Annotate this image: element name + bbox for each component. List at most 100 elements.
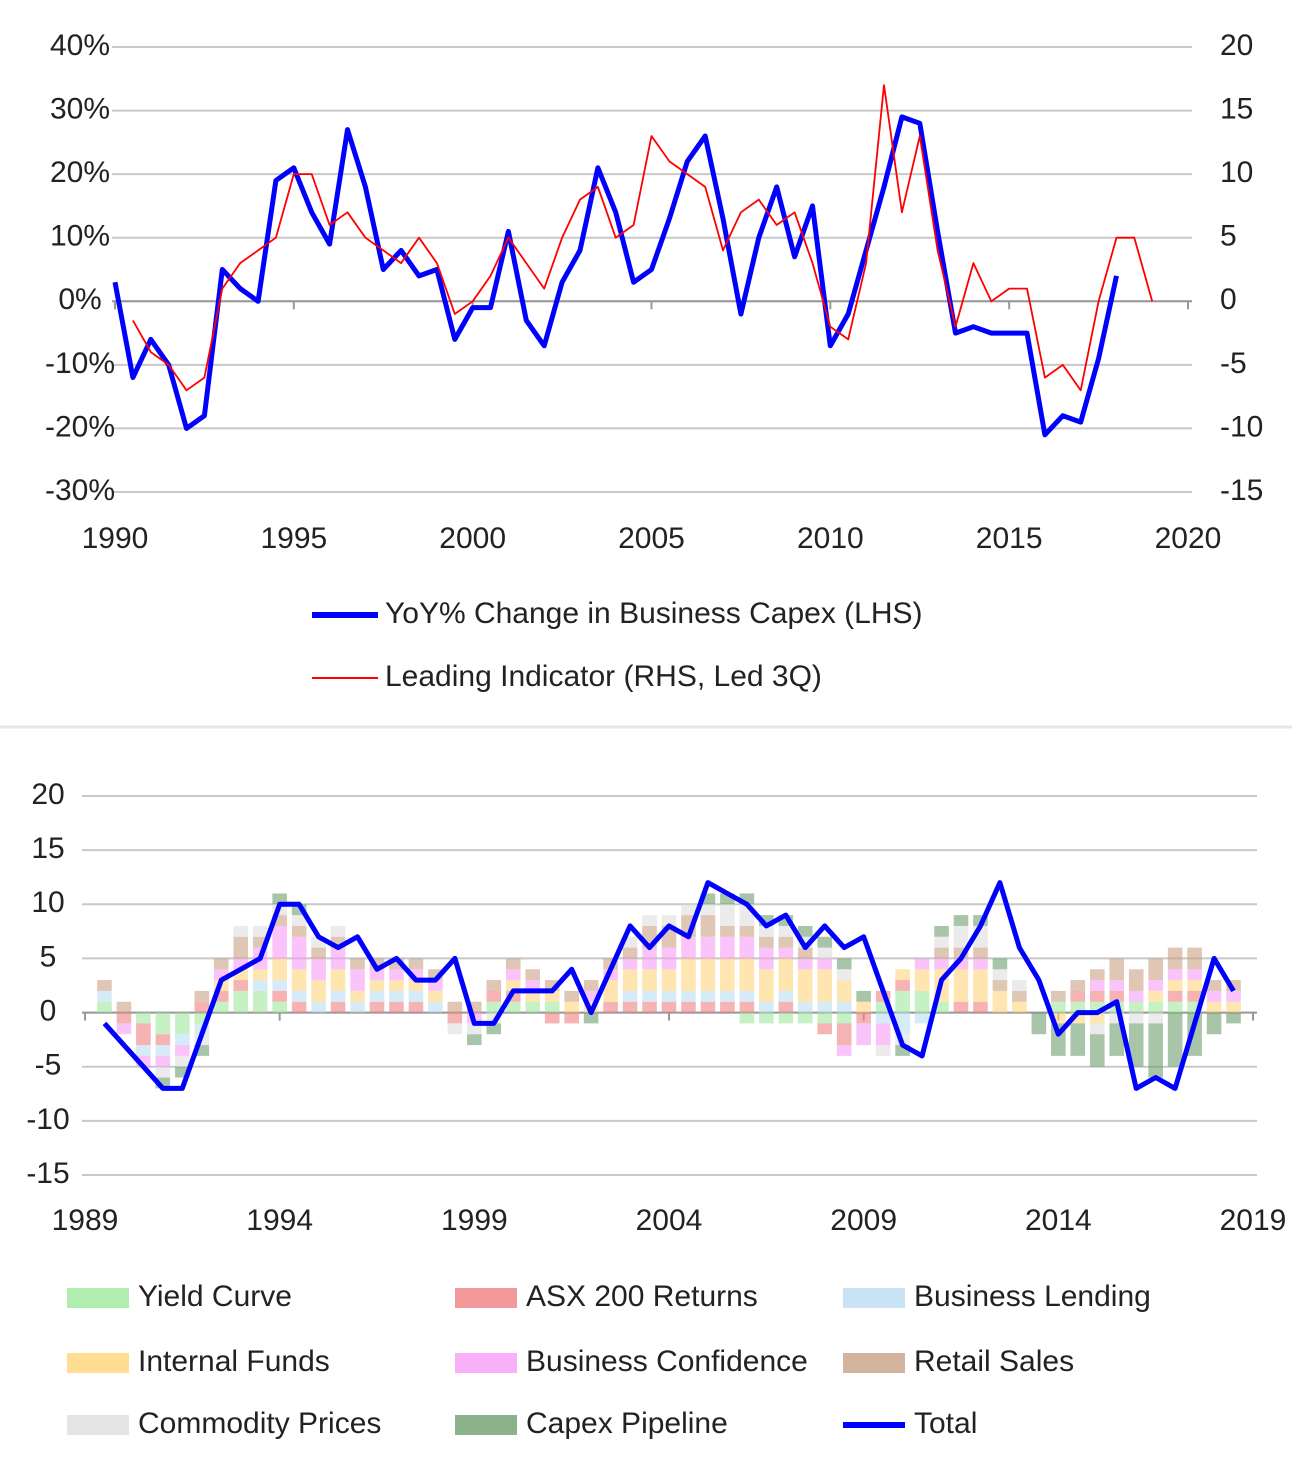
bar-segment (953, 958, 969, 970)
y2-tick-label: -10 (1220, 410, 1263, 443)
bar-segment (291, 925, 307, 937)
bar-segment (875, 1001, 891, 1013)
bar-segment (778, 915, 794, 926)
bar-segment (778, 947, 794, 959)
bar-segment (389, 1001, 404, 1013)
bar-segment (720, 958, 735, 991)
bar-segment (505, 969, 521, 981)
bar-segment (175, 1012, 190, 1035)
y2-tick-label: 5 (1220, 220, 1237, 253)
bar-segment (311, 980, 326, 1002)
bar-segment (934, 947, 949, 959)
bar-segment (856, 1023, 871, 1046)
bar-segment (467, 1023, 482, 1035)
bar-segment (155, 1012, 171, 1035)
bar-segment (175, 1045, 190, 1056)
bar-segment (934, 936, 949, 948)
bar-segment (1187, 1001, 1202, 1013)
bar-segment (330, 925, 346, 937)
bar-segment (291, 1001, 307, 1013)
bar-segment (233, 958, 249, 970)
bar-segment (1148, 1001, 1163, 1013)
x-tick-label: 2020 (1155, 522, 1222, 555)
bar-segment (953, 925, 969, 948)
bar-segment (1051, 990, 1066, 1002)
bar-segment (369, 969, 385, 981)
bar-segment (1167, 969, 1183, 981)
bar-segment (759, 1012, 774, 1024)
y-tick-label: -10% (45, 347, 115, 380)
legend-label: Yield Curve (138, 1280, 292, 1313)
bar-segment (233, 990, 249, 1013)
bar-segment (486, 980, 502, 991)
bar-segment (895, 980, 910, 991)
bar-segment (447, 1012, 463, 1024)
bar-segment (272, 980, 287, 991)
bar-segment (642, 990, 657, 1002)
bar-segment (1051, 1012, 1066, 1024)
bar-segment (97, 1001, 112, 1013)
bar-segment (486, 1023, 502, 1035)
bar-segment (739, 936, 755, 959)
x-tick-label: 2000 (439, 522, 506, 555)
bar-segment (1167, 1001, 1183, 1013)
legend-swatch (455, 1415, 517, 1435)
bar-segment (233, 980, 249, 991)
bar-segment (700, 893, 716, 905)
bar-segment (759, 1001, 774, 1013)
bar-segment (525, 990, 541, 1002)
bar-segment (622, 947, 638, 959)
bar-segment (408, 969, 424, 981)
bar-segment (836, 1045, 852, 1056)
bar-segment (428, 980, 443, 991)
bar-segment (1012, 990, 1027, 1002)
bar-segment (447, 1023, 463, 1035)
bar-segment (661, 947, 677, 970)
bar-segment (233, 925, 249, 937)
y-tick-label: 0% (58, 283, 101, 316)
bar-segment (953, 947, 969, 959)
y-tick-label: 10 (31, 886, 64, 919)
bar-segment (1226, 980, 1241, 991)
bar-segment (1187, 969, 1202, 981)
bar-segment (681, 990, 696, 1002)
bar-segment (136, 1045, 151, 1056)
bar-segment (1070, 990, 1086, 1002)
bar-segment (583, 1012, 599, 1024)
bar-segment (505, 990, 521, 1002)
bar-segment (739, 990, 755, 1002)
bar-segment (720, 1001, 735, 1013)
bar-segment (1089, 1001, 1105, 1013)
bar-segment (778, 936, 794, 948)
bar-segment (953, 1001, 969, 1013)
bar-segment (817, 947, 833, 959)
bar-segment (97, 990, 112, 1002)
x-tick-label: 1990 (82, 522, 149, 555)
legend-label: Commodity Prices (138, 1407, 381, 1440)
bar-segment (1128, 990, 1144, 1002)
bar-segment (272, 925, 287, 959)
bar-segment (136, 1023, 151, 1046)
y-tick-label: 5 (40, 940, 57, 973)
bar-segment (389, 969, 404, 981)
y2-tick-label: -15 (1220, 474, 1263, 507)
bar-segment (817, 1001, 833, 1013)
bar-segment (720, 904, 735, 926)
bar-segment (525, 980, 541, 991)
bar-segment (1206, 980, 1222, 991)
bar-segment (350, 958, 365, 970)
bar-segment (330, 1001, 346, 1013)
bar-segment (739, 893, 755, 905)
bar-segment (700, 936, 716, 959)
bar-segment (797, 936, 813, 948)
bar-segment (291, 990, 307, 1002)
y-tick-label: -10 (26, 1103, 69, 1136)
bar-segment (836, 958, 852, 970)
bar-segment (291, 915, 307, 926)
bar-segment (720, 990, 735, 1002)
bar-segment (194, 1045, 210, 1056)
x-tick-label: 2005 (618, 522, 685, 555)
bar-segment (720, 925, 735, 937)
bar-segment (1187, 980, 1202, 991)
